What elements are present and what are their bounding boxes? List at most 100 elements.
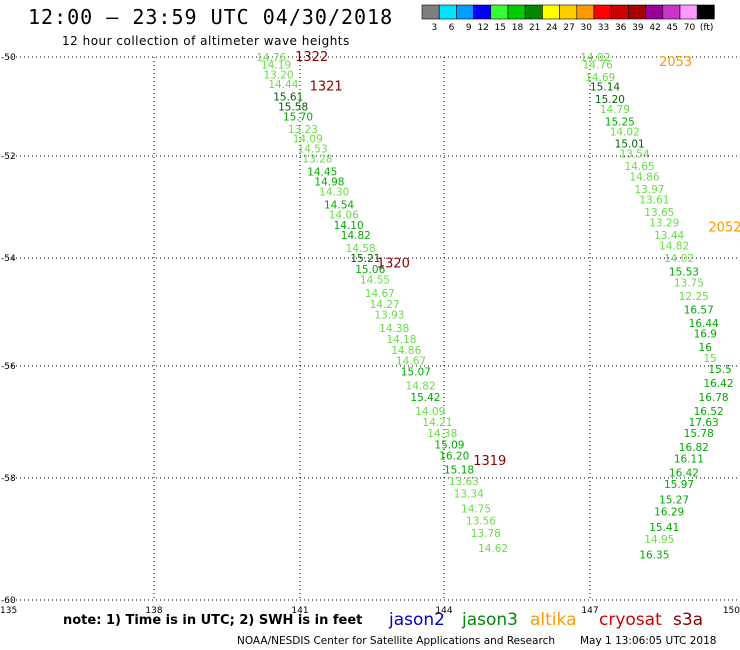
- legend-label: 9: [466, 23, 472, 33]
- swh-value: 13.61: [639, 194, 669, 206]
- y-tick-label: -60: [1, 596, 16, 606]
- legend-label: 36: [615, 23, 627, 33]
- swh-value: 14.76: [256, 52, 286, 64]
- legend-swatch: [559, 4, 578, 20]
- swh-value: 13.75: [674, 277, 704, 289]
- swh-value: 16.20: [439, 451, 469, 463]
- legend-swatch: [524, 4, 543, 20]
- pass-number-label: 1321: [310, 80, 343, 95]
- swh-value: 13.23: [288, 124, 318, 136]
- legend-swatch: [593, 4, 612, 20]
- swh-value: 16.82: [679, 442, 709, 454]
- swh-value: 15.61: [273, 92, 303, 104]
- legend-swatch: [662, 4, 681, 20]
- swh-value: 13.54: [620, 149, 650, 161]
- satellite-label-cryosat: cryosat: [599, 610, 662, 630]
- swh-value: 14.02: [664, 253, 694, 265]
- legend-swatch: [456, 4, 474, 20]
- swh-value: 16.57: [684, 304, 714, 316]
- legend-unit: (ft): [700, 23, 714, 33]
- swh-value: 14.38: [427, 428, 457, 440]
- legend-label: 12: [477, 23, 488, 33]
- y-tick-label: -50: [1, 53, 16, 63]
- swh-value: 15.5: [708, 364, 731, 376]
- swh-value: 14.06: [329, 210, 359, 222]
- legend-swatch: [628, 4, 646, 20]
- satellite-label-s3a: s3a: [673, 610, 704, 630]
- legend-swatch: [438, 4, 457, 20]
- swh-value: 14.10: [334, 220, 364, 232]
- swh-value: 15.42: [410, 392, 440, 404]
- swh-value: 14.18: [386, 334, 416, 346]
- satellite-label-jason3: jason3: [462, 610, 518, 630]
- swh-value: 14.30: [319, 187, 349, 199]
- swh-value: 16.9: [694, 329, 717, 341]
- swh-value: 16.11: [674, 453, 704, 465]
- swh-value: 14.54: [324, 199, 354, 211]
- swh-value: 14.98: [314, 177, 344, 189]
- legend-label: 15: [495, 23, 506, 33]
- swh-value: 14.69: [585, 72, 615, 84]
- swh-value: 14.62: [478, 543, 508, 555]
- swh-value: 13.63: [449, 476, 479, 488]
- swh-value: 13.34: [454, 488, 484, 500]
- swh-value: 14.65: [625, 161, 655, 173]
- legend-swatch: [473, 4, 492, 20]
- satellite-label-jason2: jason2: [389, 610, 445, 630]
- legend-label: 6: [449, 23, 455, 33]
- swh-value: 14.02: [610, 126, 640, 138]
- swh-value: 14.67: [396, 356, 426, 368]
- pass-number-label: 1322: [295, 50, 328, 65]
- legend-label: 39: [632, 23, 644, 33]
- swh-value: 14.86: [391, 345, 421, 357]
- swh-value: 14.38: [379, 323, 409, 335]
- x-tick-label: 141: [291, 606, 308, 616]
- swh-value: 15.27: [659, 494, 689, 506]
- legend-swatch: [490, 4, 509, 20]
- x-tick-label: 138: [145, 606, 162, 616]
- swh-value: 12.25: [679, 291, 709, 303]
- pass-number-label: 1319: [473, 454, 506, 469]
- legend-label: 45: [667, 23, 678, 33]
- swh-value: 14.75: [461, 504, 491, 516]
- swh-value: 15.41: [649, 522, 679, 534]
- swh-value: 13.28: [302, 154, 332, 166]
- swh-value: 16.35: [639, 549, 669, 561]
- swh-value: 13.65: [644, 207, 674, 219]
- y-tick-label: -58: [1, 474, 16, 484]
- swh-value: 16.78: [699, 392, 729, 404]
- swh-value: 14.09: [415, 406, 445, 418]
- legend-swatch: [610, 4, 629, 20]
- legend-swatch: [696, 4, 715, 20]
- legend-swatch: [507, 4, 526, 20]
- swh-value: 14.82: [406, 381, 436, 393]
- swh-value: 14.55: [360, 275, 390, 287]
- swh-value: 14.58: [346, 243, 376, 255]
- swh-value: 14.27: [370, 299, 400, 311]
- swh-value: 14.09: [293, 134, 323, 146]
- swh-value: 15.97: [664, 479, 694, 491]
- swh-value: 15.21: [350, 253, 380, 265]
- x-tick-label: 147: [581, 606, 598, 616]
- swh-value: 14.86: [629, 171, 659, 183]
- map-title: 12:00 – 23:59 UTC 04/30/2018: [28, 5, 394, 29]
- swh-value: 14.79: [600, 104, 630, 116]
- credit-text: NOAA/NESDIS Center for Satellite Applica…: [237, 635, 555, 647]
- swh-value: 14.95: [644, 534, 674, 546]
- legend-label: 3: [431, 23, 437, 33]
- legend-label: 18: [512, 23, 524, 33]
- swh-value: 15.20: [595, 94, 625, 106]
- y-tick-label: -54: [1, 254, 16, 264]
- swh-value: 15.06: [355, 264, 385, 276]
- swh-value: 13.44: [654, 230, 684, 242]
- legend-label: 42: [649, 23, 660, 33]
- swh-value: 13.78: [471, 528, 501, 540]
- swh-value: 13.20: [264, 69, 294, 81]
- swh-value: 17.63: [689, 417, 719, 429]
- x-tick-label: 150: [723, 606, 740, 616]
- swh-value: 15.78: [684, 428, 714, 440]
- swh-value: 15.53: [669, 267, 699, 279]
- swh-value: 15.09: [434, 439, 464, 451]
- swh-value: 14.67: [365, 288, 395, 300]
- swh-value: 15.07: [401, 367, 431, 379]
